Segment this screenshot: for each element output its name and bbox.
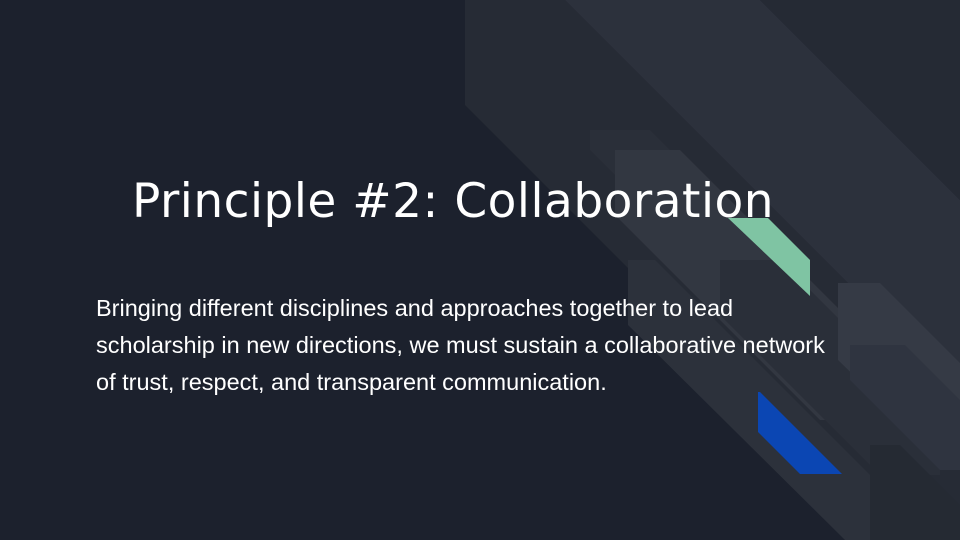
- stripe-band-3: [760, 0, 960, 200]
- slide-title: Principle #2: Collaboration: [131, 174, 775, 229]
- accent-green-shape: [728, 218, 810, 296]
- stripe-block-6: [850, 345, 960, 470]
- stripe-block-4: [720, 260, 940, 475]
- accent-blue-shape: [758, 392, 842, 474]
- stripe-block-7: [870, 445, 960, 540]
- slide-body-text: Bringing different disciplines and appro…: [96, 295, 825, 395]
